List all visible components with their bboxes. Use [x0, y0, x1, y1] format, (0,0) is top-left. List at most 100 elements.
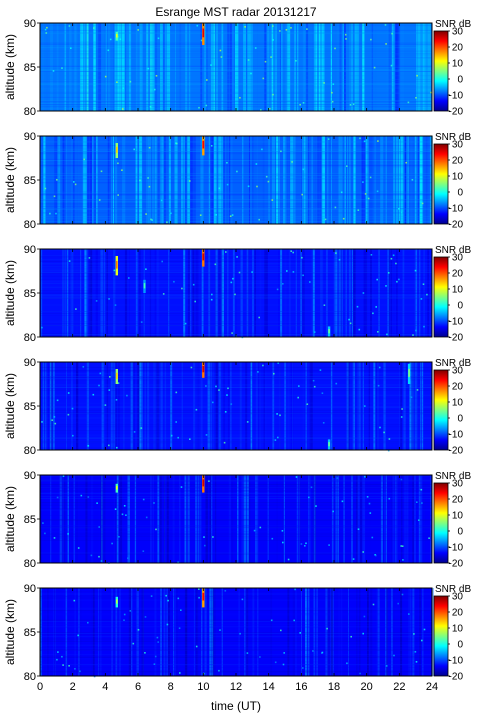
colorbar-tick-label: 0 — [457, 301, 463, 312]
panel-x-ticks — [39, 23, 433, 111]
x-tick-label: 14 — [263, 681, 275, 693]
colorbar-tick-label: -20 — [449, 333, 464, 344]
colorbar-label: SNR dB — [435, 471, 471, 482]
y-axis-label: altitude (km) — [3, 373, 17, 439]
colorbar-tick-label: 0 — [457, 414, 463, 425]
x-tick-label: 10 — [197, 681, 209, 693]
y-axis-label: altitude (km) — [3, 260, 17, 326]
y-axis: 80 85 90 altitude (km) — [3, 357, 40, 457]
y-tick-label: 90 — [24, 244, 36, 256]
x-tick-label: 18 — [328, 681, 340, 693]
echo-core-2 — [202, 479, 205, 487]
colorbar-label: SNR dB — [435, 584, 471, 595]
panel-5: 80 85 90 altitude (km) SNR dB -20 -10 0 10 20 30 — [3, 470, 471, 570]
y-tick-label: 85 — [24, 62, 36, 74]
echo-core-1 — [116, 260, 118, 269]
colorbar-label: SNR dB — [435, 19, 471, 30]
panel-x-ticks — [39, 362, 433, 450]
colorbar-tick-label: 30 — [452, 253, 464, 264]
colorbar-tick-label: 20 — [452, 269, 464, 280]
echo-core-1 — [116, 146, 118, 153]
colorbar-tick-label: 20 — [452, 156, 464, 167]
y-tick-label: 90 — [24, 357, 36, 369]
chart-title: Esrange MST radar 20131217 — [155, 5, 317, 19]
y-tick-label: 90 — [24, 131, 36, 143]
colorbar-tick-label: 30 — [452, 479, 464, 490]
y-tick-label: 80 — [24, 671, 36, 683]
y-tick-label: 85 — [24, 627, 36, 639]
y-axis: 80 85 90 altitude (km) — [3, 131, 40, 231]
colorbar: SNR dB -20 -10 0 10 20 30 — [433, 584, 471, 683]
colorbar-tick-label: 20 — [452, 495, 464, 506]
y-tick-label: 85 — [24, 288, 36, 300]
echo-core-1 — [116, 599, 118, 604]
y-axis-label: altitude (km) — [3, 34, 17, 100]
echo-core-2 — [202, 140, 205, 149]
colorbar-tick-label: 30 — [452, 140, 464, 151]
echo-core-2 — [202, 592, 205, 601]
x-tick-label: 20 — [361, 681, 373, 693]
y-tick-label: 80 — [24, 445, 36, 457]
colorbar-tick-label: 10 — [452, 624, 464, 635]
colorbar-tick-label: 10 — [452, 172, 464, 183]
panel-background — [40, 362, 432, 450]
y-axis: 80 85 90 altitude (km) — [3, 470, 40, 570]
colorbar-tick-label: 0 — [457, 640, 463, 651]
panel-2: 80 85 90 altitude (km) SNR dB -20 -10 0 10 20 30 — [3, 131, 471, 231]
panels-group: 80 85 90 altitude (km) SNR dB -20 -10 0 10 20 30 80… — [3, 18, 471, 683]
colorbar-scale — [433, 482, 449, 564]
x-tick-label: 22 — [393, 681, 405, 693]
x-tick-label: 0 — [37, 681, 43, 693]
colorbar-label: SNR dB — [435, 132, 471, 143]
y-tick-label: 85 — [24, 401, 36, 413]
panel-6: 80 85 90 altitude (km) SNR dB -20 -10 0 10 20 30 — [3, 583, 471, 683]
echo-core-4 — [408, 368, 410, 377]
echo-core-3 — [202, 253, 205, 261]
colorbar-tick-label: 0 — [457, 75, 463, 86]
colorbar-tick-label: -10 — [449, 91, 464, 102]
x-axis-label: time (UT) — [211, 699, 261, 713]
colorbar-scale — [433, 595, 449, 677]
colorbar-scale — [433, 30, 449, 112]
colorbar-tick-label: -10 — [449, 430, 464, 441]
y-tick-label: 90 — [24, 583, 36, 595]
echo-core-2 — [202, 366, 205, 373]
colorbar-tick-label: 20 — [452, 382, 464, 393]
panel-3: 80 85 90 altitude (km) SNR dB -20 -10 0 10 20 30 — [3, 244, 471, 344]
colorbar-scale — [433, 369, 449, 451]
colorbar-tick-label: 0 — [457, 527, 463, 538]
panel-4: 80 85 90 altitude (km) SNR dB -20 -10 0 10 20 30 — [3, 357, 471, 457]
colorbar-tick-label: 30 — [452, 366, 464, 377]
noise-texture — [40, 136, 433, 224]
colorbar-tick-label: 10 — [452, 59, 464, 70]
y-axis-label: altitude (km) — [3, 599, 17, 665]
echo-core-2 — [143, 283, 146, 289]
noise-texture — [40, 588, 434, 678]
colorbar-tick-label: 30 — [452, 592, 464, 603]
x-tick-label: 16 — [295, 681, 307, 693]
y-axis: 80 85 90 altitude (km) — [3, 18, 40, 118]
colorbar: SNR dB -20 -10 0 10 20 30 — [433, 471, 471, 570]
colorbar: SNR dB -20 -10 0 10 20 30 — [433, 132, 471, 231]
colorbar-scale — [433, 256, 449, 338]
colorbar-tick-label: -10 — [449, 204, 464, 215]
colorbar-scale — [433, 143, 449, 225]
colorbar-tick-label: 10 — [452, 511, 464, 522]
panel-x-ticks — [39, 136, 433, 224]
colorbar: SNR dB -20 -10 0 10 20 30 — [433, 358, 471, 457]
x-tick-label: 8 — [168, 681, 174, 693]
y-axis-label: altitude (km) — [3, 147, 17, 213]
echo-core-4 — [328, 329, 330, 334]
colorbar-tick-label: -20 — [449, 559, 464, 570]
colorbar-tick-label: 20 — [452, 608, 464, 619]
colorbar: SNR dB -20 -10 0 10 20 30 — [433, 19, 471, 118]
x-tick-label: 6 — [135, 681, 141, 693]
y-tick-label: 80 — [24, 106, 36, 118]
colorbar-tick-label: 30 — [452, 27, 464, 38]
x-axis: 0 2 4 6 8 10 12 14 16 18 20 22 24 — [37, 681, 438, 693]
panel-x-ticks — [39, 588, 433, 676]
echo-core-1 — [116, 486, 118, 490]
panel-background — [40, 588, 432, 676]
colorbar-label: SNR dB — [435, 245, 471, 256]
colorbar-tick-label: -20 — [449, 672, 464, 683]
